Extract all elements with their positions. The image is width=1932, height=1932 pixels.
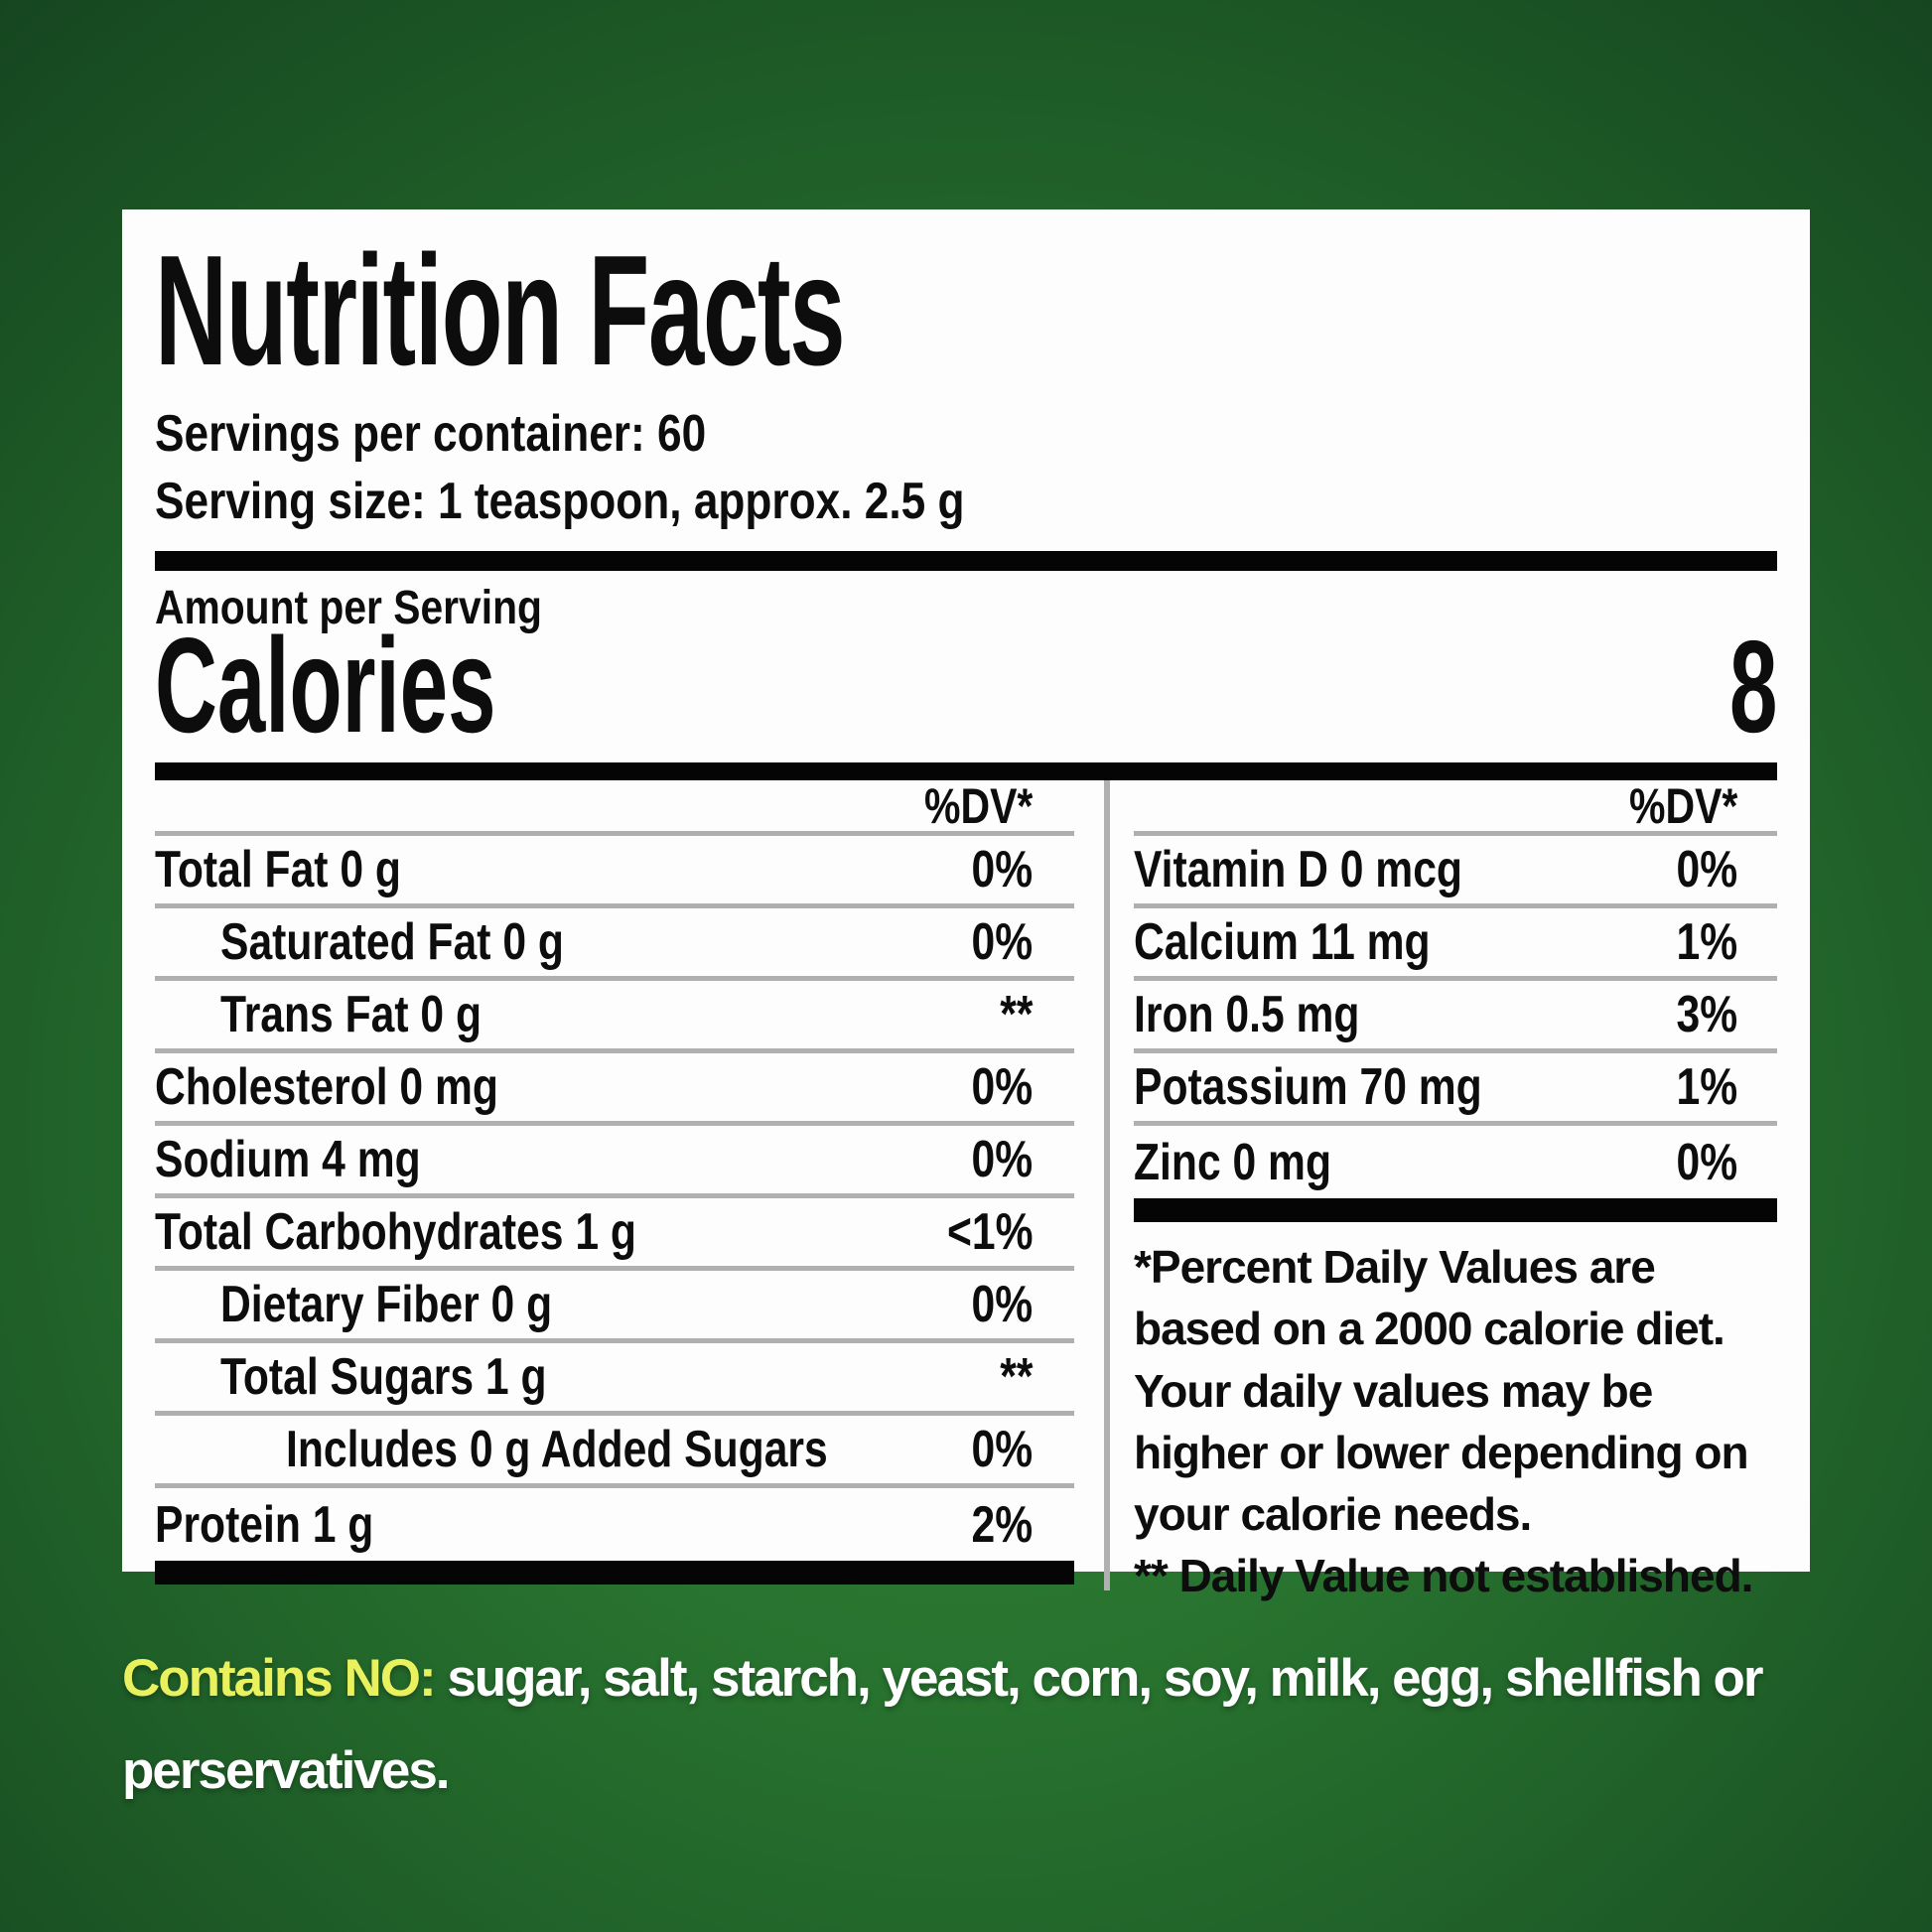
nutrient-label: Total Carbohydrates 1 g bbox=[155, 1203, 636, 1262]
nutrition-facts-panel: Nutrition Facts Servings per container: … bbox=[122, 209, 1810, 1601]
nutrient-label: Total Fat 0 g bbox=[155, 841, 401, 899]
nutrient-row: Vitamin D 0 mcg 0% bbox=[1134, 836, 1777, 909]
nutrient-row: Dietary Fiber 0 g 0% bbox=[155, 1271, 1075, 1344]
dv-value: 0% bbox=[1676, 841, 1737, 899]
nutrient-row: Zinc 0 mg 0% bbox=[1134, 1126, 1777, 1198]
dv-value: ** bbox=[999, 986, 1034, 1044]
nutrient-row: Protein 1 g 2% bbox=[155, 1488, 1074, 1561]
nutrient-row: Includes 0 g Added Sugars 0% bbox=[155, 1416, 1075, 1489]
thick-divider-top bbox=[155, 551, 1777, 572]
dv-value: 0% bbox=[971, 1058, 1034, 1117]
dv-value: 0% bbox=[971, 913, 1034, 972]
left-nutrient-column: %DV* Total Fat 0 g 0% Saturated Fat 0 g … bbox=[155, 778, 1075, 1606]
nutrient-label: Cholesterol 0 mg bbox=[155, 1058, 498, 1117]
title-text: Nutrition Facts bbox=[155, 223, 846, 398]
thick-divider-left-column-end bbox=[155, 1561, 1075, 1586]
nutrient-label: Saturated Fat 0 g bbox=[220, 913, 564, 972]
nutrient-label: Total Sugars 1 g bbox=[220, 1348, 547, 1407]
dv-value: 0% bbox=[971, 841, 1034, 899]
dv-value: 1% bbox=[1676, 913, 1737, 972]
dv-value: 2% bbox=[971, 1495, 1034, 1554]
nutrient-row: Total Fat 0 g 0% bbox=[155, 836, 1075, 909]
nutrient-label: Dietary Fiber 0 g bbox=[220, 1276, 553, 1334]
nutrient-row: Calcium 11 mg 1% bbox=[1134, 908, 1777, 982]
dv-value: ** bbox=[999, 1348, 1034, 1407]
dv-header-right: %DV* bbox=[1134, 778, 1777, 837]
nutrient-row: Total Carbohydrates 1 g <1% bbox=[155, 1198, 1075, 1272]
nutrient-row: Sodium 4 mg 0% bbox=[155, 1126, 1075, 1199]
nutrient-row: Cholesterol 0 mg 0% bbox=[155, 1053, 1075, 1127]
column-divider bbox=[1104, 780, 1110, 1590]
dv-header-left: %DV* bbox=[155, 778, 1075, 837]
nutrient-label: Potassium 70 mg bbox=[1134, 1058, 1482, 1117]
nutrition-facts-title: Nutrition Facts bbox=[155, 223, 1777, 398]
dv-value: 3% bbox=[1676, 986, 1737, 1044]
nutrient-row: Total Sugars 1 g ** bbox=[155, 1343, 1075, 1417]
dv-value: <1% bbox=[946, 1203, 1034, 1262]
calories-label: Calories bbox=[155, 610, 496, 761]
thick-divider-calories bbox=[155, 762, 1777, 781]
serving-size: Serving size: 1 teaspoon, approx. 2.5 g bbox=[155, 472, 965, 530]
nutrient-label: Iron 0.5 mg bbox=[1134, 986, 1360, 1044]
nutrient-label: Calcium 11 mg bbox=[1134, 913, 1431, 972]
nutrient-label: Trans Fat 0 g bbox=[220, 986, 483, 1044]
nutrient-row: Potassium 70 mg 1% bbox=[1134, 1053, 1777, 1127]
contains-no-highlight: Contains NO: bbox=[122, 1649, 437, 1708]
nutrient-label: Zinc 0 mg bbox=[1134, 1133, 1332, 1191]
thick-divider-right-column-end bbox=[1134, 1198, 1777, 1223]
nutrient-label: Sodium 4 mg bbox=[155, 1131, 421, 1189]
nutrient-row: Iron 0.5 mg 3% bbox=[1134, 981, 1777, 1054]
calories-value: 8 bbox=[1728, 614, 1777, 760]
right-nutrient-column: %DV* Vitamin D 0 mcg 0% Calcium 11 mg 1%… bbox=[1134, 778, 1777, 1606]
dv-value: 0% bbox=[971, 1131, 1034, 1189]
dv-value: 0% bbox=[971, 1421, 1034, 1479]
nutrient-row: Trans Fat 0 g ** bbox=[155, 981, 1075, 1054]
calories-row: Calories 8 bbox=[155, 618, 1777, 753]
nutrient-label: Includes 0 g Added Sugars bbox=[286, 1421, 828, 1479]
footnote-percent-dv: *Percent Daily Values are based on a 200… bbox=[1134, 1241, 1749, 1540]
contains-no-note: Contains NO: sugar, salt, starch, yeast,… bbox=[122, 1633, 1919, 1818]
daily-value-footnote: *Percent Daily Values are based on a 200… bbox=[1134, 1236, 1777, 1606]
nutrient-columns: %DV* Total Fat 0 g 0% Saturated Fat 0 g … bbox=[155, 778, 1777, 1606]
footnote-not-established: ** Daily Value not established. bbox=[1134, 1549, 1753, 1601]
contains-no-text: sugar, salt, starch, yeast, corn, soy, m… bbox=[122, 1649, 1764, 1800]
dv-value: 0% bbox=[971, 1276, 1034, 1334]
dv-value: 0% bbox=[1676, 1133, 1737, 1191]
nutrient-row: Saturated Fat 0 g 0% bbox=[155, 908, 1075, 982]
nutrient-label: Vitamin D 0 mcg bbox=[1134, 841, 1462, 899]
dv-value: 1% bbox=[1676, 1058, 1737, 1117]
amount-per-serving-label: Amount per Serving bbox=[155, 582, 542, 635]
nutrient-label: Protein 1 g bbox=[155, 1495, 374, 1554]
servings-per-container: Servings per container: 60 bbox=[155, 405, 707, 464]
